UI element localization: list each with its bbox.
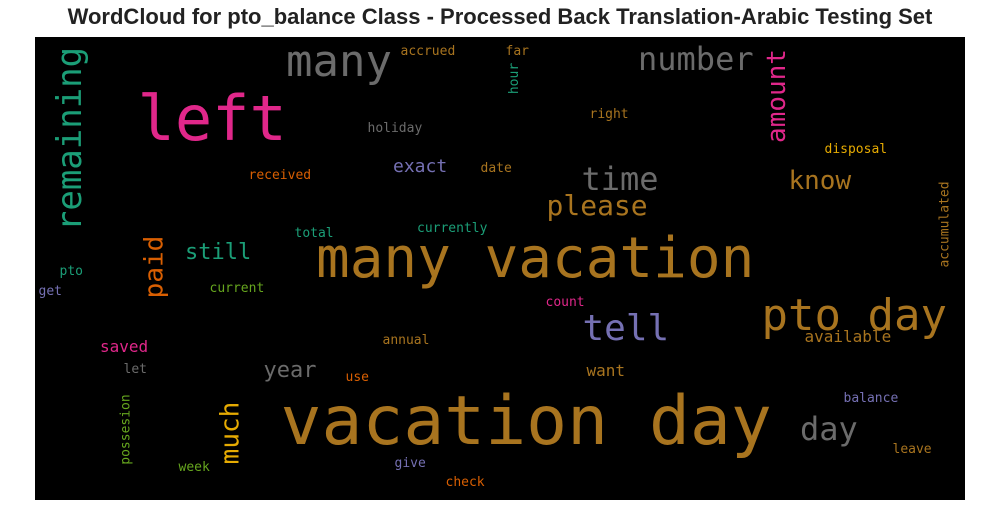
word-get: get	[38, 283, 62, 299]
word-left: left	[137, 82, 287, 155]
word-use: use	[345, 369, 369, 385]
word-let: let	[123, 361, 147, 377]
word-vacation-day: vacation day	[280, 382, 772, 461]
word-year: year	[263, 358, 317, 383]
word-leave: leave	[892, 441, 932, 457]
word-number: number	[638, 40, 754, 78]
word-pto: pto	[59, 263, 83, 279]
word-day: day	[800, 410, 858, 448]
word-available: available	[804, 327, 892, 346]
word-check: check	[445, 474, 485, 490]
word-saved: saved	[100, 337, 149, 356]
word-much: much	[214, 401, 245, 465]
word-hour: hour	[506, 62, 522, 94]
word-exact: exact	[393, 156, 448, 177]
word-give: give	[394, 455, 426, 471]
chart-title: WordCloud for pto_balance Class - Proces…	[67, 4, 933, 29]
word-right: right	[589, 106, 629, 122]
word-holiday: holiday	[367, 120, 423, 136]
word-many-vacation: many vacation	[316, 226, 755, 291]
word-amount: amount	[761, 49, 792, 143]
word-accumulated: accumulated	[937, 180, 953, 268]
word-week: week	[178, 459, 210, 475]
word-still: still	[185, 240, 252, 265]
word-remaining: remaining	[50, 46, 91, 232]
word-total: total	[294, 225, 334, 241]
word-tell: tell	[582, 308, 670, 349]
word-time: time	[581, 160, 659, 198]
word-pto-day: pto day	[761, 290, 947, 341]
word-disposal: disposal	[824, 141, 888, 157]
word-possesion: possesion	[118, 393, 134, 465]
wordcloud-canvas: vacation day many vacation left pto day many…	[35, 37, 965, 500]
word-currently: currently	[417, 220, 488, 236]
word-count: count	[545, 294, 585, 310]
word-many: many	[286, 37, 392, 87]
word-please: please	[546, 189, 648, 222]
word-want: want	[586, 361, 626, 380]
word-far: far	[505, 43, 529, 59]
word-accrued: accrued	[400, 43, 456, 59]
word-annual: annual	[382, 332, 430, 348]
word-date: date	[480, 160, 512, 176]
word-paid: paid	[138, 235, 169, 299]
word-received: received	[248, 167, 312, 183]
word-balance: balance	[843, 390, 899, 406]
word-current: current	[209, 280, 265, 296]
word-know: know	[788, 166, 852, 196]
